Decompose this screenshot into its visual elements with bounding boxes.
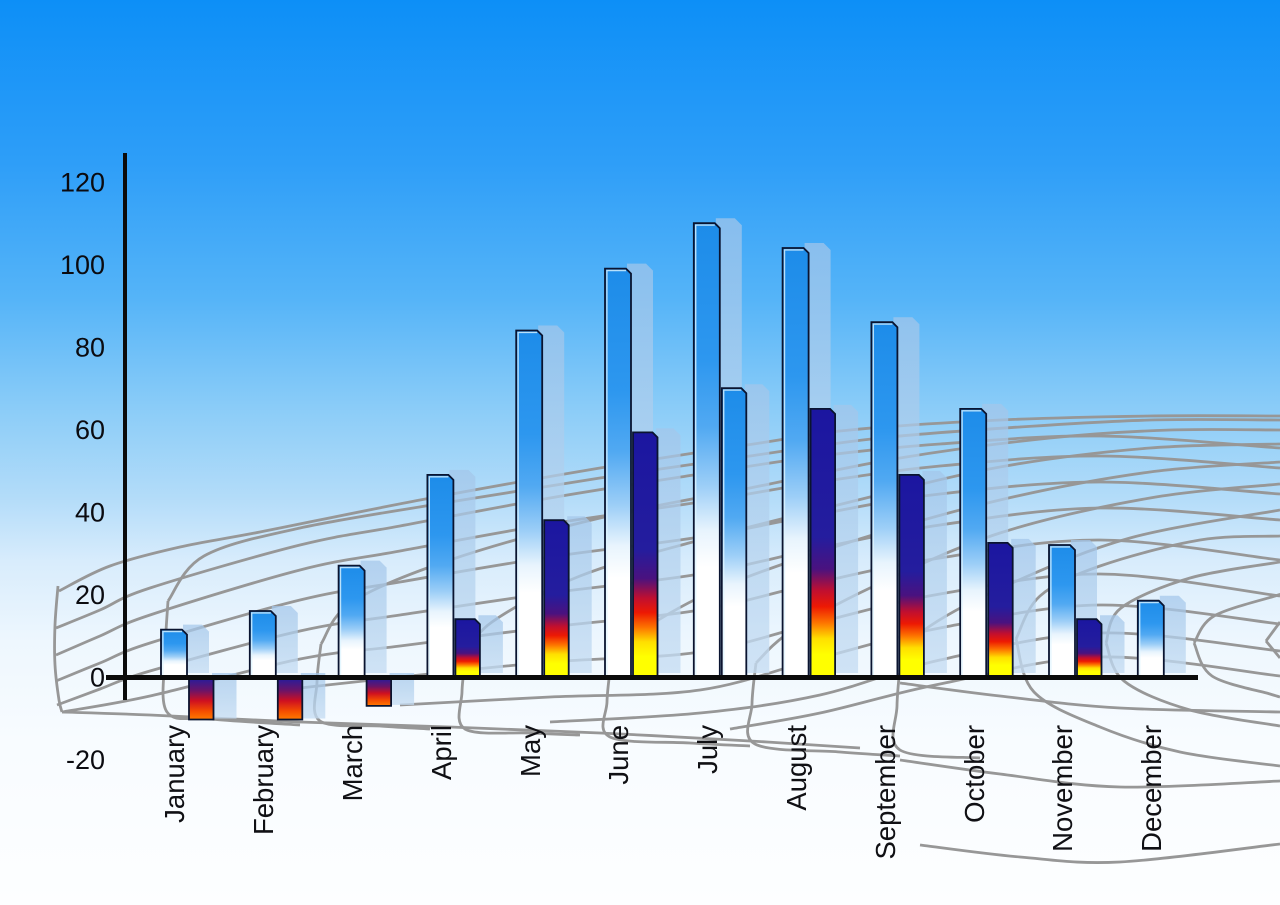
svg-text:-20: -20: [66, 745, 105, 775]
svg-text:December: December: [1136, 725, 1167, 852]
svg-text:January: January: [159, 725, 190, 823]
svg-text:40: 40: [75, 498, 105, 528]
svg-text:120: 120: [60, 168, 105, 198]
svg-text:March: March: [337, 725, 368, 801]
svg-text:September: September: [870, 725, 901, 860]
svg-text:60: 60: [75, 415, 105, 445]
svg-text:June: June: [603, 725, 634, 785]
svg-text:November: November: [1047, 725, 1078, 852]
svg-text:20: 20: [75, 580, 105, 610]
svg-text:February: February: [248, 725, 279, 835]
svg-text:80: 80: [75, 333, 105, 363]
svg-text:0: 0: [90, 663, 105, 693]
svg-text:July: July: [692, 725, 723, 774]
svg-text:April: April: [426, 725, 457, 780]
svg-text:October: October: [959, 725, 990, 823]
svg-text:100: 100: [60, 250, 105, 280]
svg-text:August: August: [781, 725, 812, 811]
svg-text:May: May: [515, 725, 546, 777]
